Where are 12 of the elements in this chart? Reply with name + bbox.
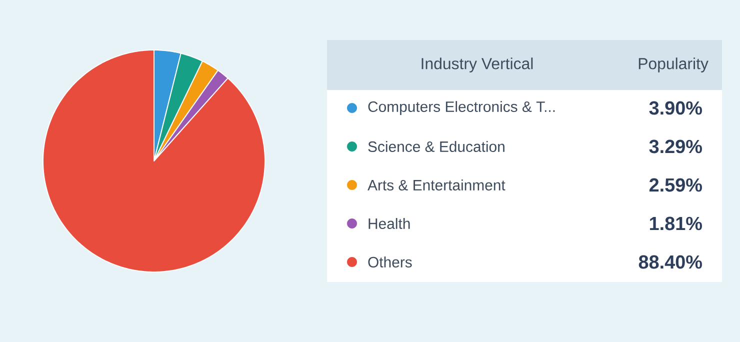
legend-title: Industry Vertical <box>422 58 533 72</box>
data-label: 3.90% <box>649 101 702 115</box>
legend-label: Computers Electronics & T... <box>368 101 555 115</box>
legend-label: Science & Education <box>368 141 504 152</box>
data-label: 88.40% <box>638 255 702 269</box>
data-label: 1.81% <box>650 216 702 230</box>
legend-label: Health <box>368 218 410 229</box>
legend-label: Arts & Entertainment <box>368 180 506 190</box>
text: Popularity <box>638 58 708 72</box>
data-label: 3.29% <box>649 140 702 154</box>
data-label: 2.59% <box>649 178 702 192</box>
legend-label: Others <box>368 256 412 268</box>
